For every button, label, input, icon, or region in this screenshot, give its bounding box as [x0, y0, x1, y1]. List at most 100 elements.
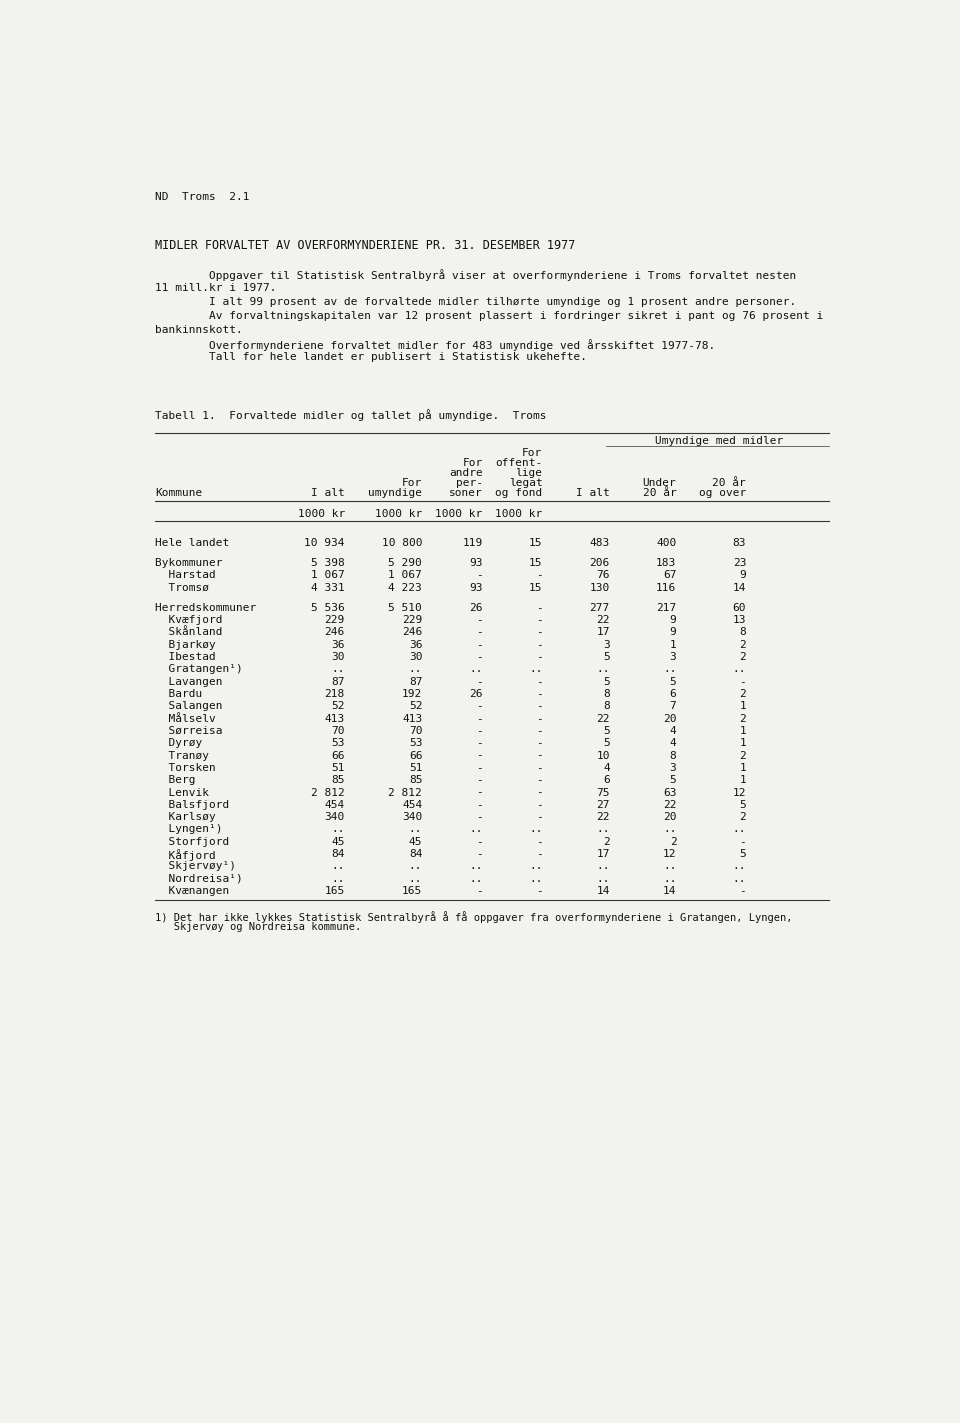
Text: ..: .. — [469, 665, 483, 675]
Text: 1000 kr: 1000 kr — [375, 509, 422, 519]
Text: Bardu: Bardu — [155, 689, 297, 699]
Text: ..: .. — [529, 824, 542, 834]
Text: 5 398: 5 398 — [311, 558, 345, 568]
Text: Balsfjord: Balsfjord — [155, 800, 303, 810]
Text: -: - — [536, 850, 542, 859]
Text: 30: 30 — [331, 652, 345, 662]
Text: 483: 483 — [589, 538, 610, 548]
Text: 5: 5 — [603, 739, 610, 748]
Text: -: - — [476, 739, 483, 748]
Text: Umyndige med midler: Umyndige med midler — [655, 435, 783, 445]
Text: 454: 454 — [324, 800, 345, 810]
Text: ..: .. — [331, 665, 345, 675]
Text: Sørreisa: Sørreisa — [155, 726, 303, 736]
Text: 246: 246 — [402, 628, 422, 638]
Text: 4: 4 — [670, 739, 677, 748]
Text: 454: 454 — [402, 800, 422, 810]
Text: I alt: I alt — [576, 488, 610, 498]
Text: 36: 36 — [331, 640, 345, 650]
Text: Lavangen: Lavangen — [155, 677, 303, 687]
Text: 9: 9 — [739, 571, 746, 581]
Text: Harstad: Harstad — [155, 571, 310, 581]
Text: 2: 2 — [670, 837, 677, 847]
Text: 66: 66 — [331, 750, 345, 760]
Text: -: - — [739, 837, 746, 847]
Text: -: - — [476, 652, 483, 662]
Text: -: - — [476, 800, 483, 810]
Text: Kommune: Kommune — [155, 488, 203, 498]
Text: 4: 4 — [670, 726, 677, 736]
Text: -: - — [476, 776, 483, 785]
Text: -: - — [536, 628, 542, 638]
Text: -: - — [476, 726, 483, 736]
Text: 2: 2 — [739, 640, 746, 650]
Text: 130: 130 — [589, 582, 610, 593]
Text: 70: 70 — [409, 726, 422, 736]
Text: 3: 3 — [603, 640, 610, 650]
Text: 1000 kr: 1000 kr — [298, 509, 345, 519]
Text: 20: 20 — [663, 813, 677, 822]
Text: -: - — [476, 628, 483, 638]
Text: ..: .. — [732, 874, 746, 884]
Text: 15: 15 — [529, 582, 542, 593]
Text: 63: 63 — [663, 787, 677, 797]
Text: I alt 99 prosent av de forvaltede midler tilhørte umyndige og 1 prosent andre pe: I alt 99 prosent av de forvaltede midler… — [155, 297, 796, 307]
Text: 206: 206 — [589, 558, 610, 568]
Text: Bjarkøy: Bjarkøy — [155, 640, 297, 650]
Text: 5: 5 — [670, 776, 677, 785]
Text: 83: 83 — [732, 538, 746, 548]
Text: -: - — [536, 571, 542, 581]
Text: 2: 2 — [739, 813, 746, 822]
Text: ..: .. — [529, 874, 542, 884]
Text: 1 067: 1 067 — [389, 571, 422, 581]
Text: -: - — [536, 726, 542, 736]
Text: -: - — [536, 702, 542, 712]
Text: Målselv: Målselv — [155, 713, 297, 724]
Text: 85: 85 — [409, 776, 422, 785]
Text: 93: 93 — [469, 558, 483, 568]
Text: -: - — [536, 739, 542, 748]
Text: 5: 5 — [603, 677, 610, 687]
Text: 229: 229 — [402, 615, 422, 625]
Text: 14: 14 — [663, 887, 677, 896]
Text: 52: 52 — [331, 702, 345, 712]
Text: 8: 8 — [603, 689, 610, 699]
Text: -: - — [536, 787, 542, 797]
Text: 20 år: 20 år — [712, 478, 746, 488]
Text: offent-: offent- — [495, 458, 542, 468]
Text: 1: 1 — [670, 640, 677, 650]
Text: 2 812: 2 812 — [389, 787, 422, 797]
Text: 17: 17 — [596, 628, 610, 638]
Text: ..: .. — [331, 874, 345, 884]
Text: 12: 12 — [663, 850, 677, 859]
Text: 10: 10 — [596, 750, 610, 760]
Text: Av forvaltningskapitalen var 12 prosent plassert i fordringer sikret i pant og 7: Av forvaltningskapitalen var 12 prosent … — [155, 310, 823, 322]
Text: 6: 6 — [603, 776, 610, 785]
Text: 53: 53 — [409, 739, 422, 748]
Text: -: - — [536, 750, 542, 760]
Text: ..: .. — [596, 665, 610, 675]
Text: 70: 70 — [331, 726, 345, 736]
Text: -: - — [476, 837, 483, 847]
Text: 10 934: 10 934 — [304, 538, 345, 548]
Text: ..: .. — [663, 874, 677, 884]
Text: -: - — [476, 787, 483, 797]
Text: 51: 51 — [331, 763, 345, 773]
Text: 5 290: 5 290 — [389, 558, 422, 568]
Text: 3: 3 — [670, 652, 677, 662]
Text: og fond: og fond — [495, 488, 542, 498]
Text: 165: 165 — [324, 887, 345, 896]
Text: 26: 26 — [469, 603, 483, 613]
Text: 1: 1 — [739, 739, 746, 748]
Text: 413: 413 — [324, 713, 345, 724]
Text: Skjervøy og Nordreisa kommune.: Skjervøy og Nordreisa kommune. — [155, 922, 361, 932]
Text: ..: .. — [663, 824, 677, 834]
Text: -: - — [476, 713, 483, 724]
Text: ..: .. — [732, 861, 746, 871]
Text: -: - — [536, 713, 542, 724]
Text: Karlsøy: Karlsøy — [155, 813, 297, 822]
Text: bankinnskott.: bankinnskott. — [155, 324, 243, 334]
Text: -: - — [476, 702, 483, 712]
Text: For: For — [522, 448, 542, 458]
Text: 76: 76 — [596, 571, 610, 581]
